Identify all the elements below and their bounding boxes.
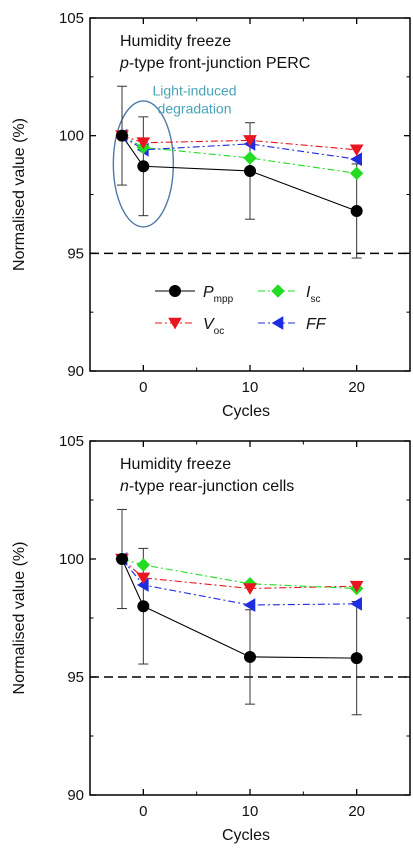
legend-label-FF: FF: [306, 316, 327, 333]
x-tick-label: 20: [348, 803, 365, 820]
chart-subtitle: p-type front-junction PERC: [119, 55, 310, 72]
annotation-text: Light-induced degradation: [153, 83, 237, 117]
data-point-Pmpp: [350, 204, 363, 217]
y-axis-title: Normalised value (%): [11, 542, 28, 695]
y-tick-label: 95: [67, 669, 84, 686]
legend-marker-FF: [271, 316, 284, 330]
x-axis-title: Cycles: [222, 827, 270, 844]
x-tick-label: 10: [242, 803, 259, 820]
data-point-Voc: [136, 137, 151, 150]
series-line-FF: [121, 558, 357, 606]
y-tick-label: 100: [59, 551, 84, 568]
legend-label-sub: mpp: [214, 294, 234, 305]
chart-subtitle: n-type rear-junction cells: [120, 478, 294, 495]
legend-marker-Voc: [168, 317, 182, 330]
annotation-line-2: degradation: [158, 101, 232, 117]
legend-label-main: P: [203, 284, 214, 301]
data-point-Voc: [349, 580, 364, 593]
data-point-Pmpp: [137, 600, 150, 613]
data-point-FF: [350, 152, 362, 167]
y-tick-label: 105: [59, 10, 84, 27]
data-point-Pmpp: [244, 650, 256, 663]
legend: Pmpp Isc Voc FF: [155, 284, 327, 337]
data-point-Voc: [349, 144, 364, 157]
subtitle-rest: -type rear-junction cells: [129, 478, 294, 495]
data-point-Isc: [136, 558, 151, 572]
data-point-Isc: [349, 166, 364, 181]
y-tick-label: 90: [67, 363, 84, 380]
x-tick-label: 10: [242, 379, 259, 396]
series-line-Voc: [121, 135, 357, 151]
series-Pmpp: [117, 85, 362, 259]
legend-label-main: FF: [306, 316, 327, 333]
y-tick-label: 105: [59, 433, 84, 450]
series-line-Pmpp: [121, 135, 357, 212]
legend-marker-Pmpp: [169, 285, 181, 297]
y-tick-label: 90: [67, 787, 84, 804]
chart-panel-1: 90 95 100 105 0 10 20 Cycles Normalised value (%…: [11, 10, 411, 420]
chart-panel-2: 90 95 100 105 0 10 20 Cycles Normalised value (%…: [11, 433, 411, 844]
legend-label-Voc: Voc: [203, 316, 224, 337]
legend-label-main: I: [306, 284, 311, 301]
legend-label-sub: oc: [214, 326, 225, 337]
y-tick-label: 95: [67, 245, 84, 262]
legend-marker-Isc: [271, 284, 285, 298]
legend-label-sub: sc: [310, 294, 320, 305]
data-point-Pmpp: [244, 164, 256, 177]
y-tick-label: 100: [59, 128, 84, 145]
data-point-Voc: [243, 135, 257, 147]
data-point-Pmpp: [350, 652, 363, 665]
x-axis-title: Cycles: [222, 403, 270, 420]
series-line-FF: [121, 135, 357, 160]
data-point-FF: [350, 596, 362, 611]
chart-title: Humidity freeze: [120, 456, 231, 473]
data-point-Pmpp: [116, 553, 128, 565]
chart-title: Humidity freeze: [120, 33, 231, 50]
data-point-Pmpp: [116, 129, 128, 142]
y-axis-title: Normalised value (%): [11, 118, 28, 271]
lid-ellipse: [112, 100, 175, 228]
series-line-Pmpp: [121, 558, 357, 659]
series-Pmpp: [117, 508, 362, 716]
series-line-Isc: [121, 135, 357, 174]
series-line-Isc: [121, 558, 357, 590]
subtitle-rest: -type front-junction PERC: [129, 55, 310, 72]
legend-label-main: V: [203, 316, 215, 333]
x-tick-label: 0: [139, 803, 147, 820]
subtitle-italic: n: [120, 478, 129, 495]
x-tick-label: 20: [348, 379, 365, 396]
series-line-Voc: [121, 558, 357, 590]
x-tick-label: 0: [139, 379, 147, 396]
legend-label-Pmpp: Pmpp: [203, 284, 234, 305]
data-point-FF: [243, 598, 256, 612]
subtitle-italic: p: [119, 55, 129, 72]
legend-label-Isc: Isc: [306, 284, 320, 305]
annotation-line-1: Light-induced: [153, 83, 237, 99]
data-point-Voc: [243, 583, 257, 595]
data-point-Voc: [136, 572, 151, 585]
data-point-Pmpp: [137, 160, 150, 173]
data-point-Isc: [243, 151, 257, 165]
